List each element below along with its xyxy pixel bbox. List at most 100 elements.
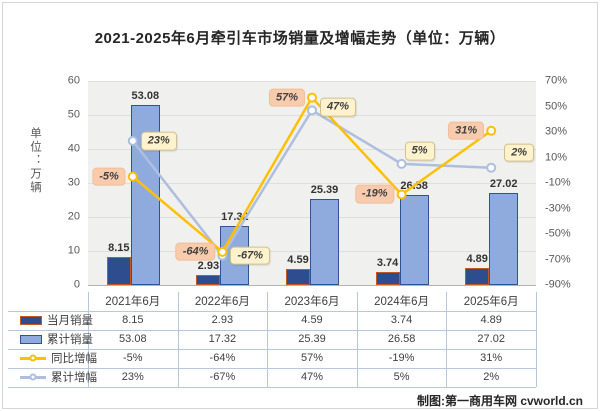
yoy-growth-line	[131, 96, 492, 254]
x-axis-line	[88, 285, 536, 286]
credit-text: 制图:第一商用车网 cvworld.cn	[416, 394, 583, 408]
table-rule	[8, 367, 536, 369]
table-rule	[8, 386, 536, 388]
table-value-cell: 27.02	[477, 333, 505, 346]
line-marker	[127, 135, 138, 146]
table-value-cell: 25.39	[298, 333, 326, 346]
table-rule	[8, 329, 536, 331]
cumulative-growth-line	[131, 109, 492, 257]
yoy-growth-label: 57%	[268, 88, 305, 107]
table-value-cell: 23%	[121, 371, 144, 384]
legend-swatch-bar	[20, 315, 42, 325]
cumulative-growth-label: 5%	[404, 141, 435, 161]
right-axis-tick: 10%	[545, 151, 568, 163]
table-rule	[8, 348, 536, 350]
table-category-header: 2023年6月	[284, 296, 340, 309]
table-category-header: 2021年6月	[105, 296, 161, 309]
table-value-cell: -5%	[123, 352, 143, 365]
legend-item-3: 同比增幅	[8, 349, 97, 368]
table-separator	[88, 292, 89, 387]
yoy-growth-label: -64%	[175, 242, 216, 262]
table-value-cell: 5%	[393, 371, 410, 384]
table-value-cell: 57%	[300, 352, 323, 365]
cumulative-growth-label: 23%	[140, 131, 177, 151]
plot-area: 8.15 2.93 4.59 3.74 4.89 53.08 17.32 25.39 26.58…	[88, 81, 536, 286]
cumulative-growth-label: -67%	[230, 246, 271, 265]
table-value-cell: 4.59	[301, 314, 323, 327]
legend-item-2: 累计销量	[8, 330, 93, 349]
line-marker	[486, 125, 497, 136]
gridline	[88, 81, 536, 82]
right-axis-tick: 50%	[545, 100, 568, 112]
bar-value-label: 25.39	[310, 183, 339, 196]
bar-value-label: 4.59	[287, 254, 309, 267]
legend-swatch-bar	[20, 334, 42, 344]
table-value-cell: 2.93	[211, 314, 234, 327]
left-axis-tick: 0	[73, 278, 80, 291]
table-rule	[8, 310, 536, 312]
left-axis-tick: 60	[67, 74, 80, 87]
yoy-growth-label: -5%	[92, 167, 126, 186]
legend-swatch-line	[20, 353, 46, 363]
table-separator	[177, 292, 179, 387]
legend-marker	[29, 354, 37, 362]
bar-value-label: 53.08	[131, 89, 160, 102]
right-axis-tick: -50%	[545, 227, 571, 240]
left-axis-tick: 30	[67, 176, 80, 189]
bar-cumulative-sales	[310, 198, 339, 285]
right-axis-tick: 30%	[545, 125, 568, 138]
gridline	[88, 183, 536, 184]
chart-title: 2021-2025年6月牵引车市场销量及增幅走势（单位：万辆）	[94, 30, 506, 47]
legend-label: 累计销量	[47, 334, 93, 347]
right-axis-tick: -90%	[545, 278, 571, 291]
table-separator	[356, 292, 358, 387]
bar-cumulative-sales	[399, 194, 429, 285]
gridline	[88, 115, 536, 116]
line-marker	[396, 158, 407, 169]
bar-value-label: 2.93	[197, 260, 220, 273]
line-marker	[127, 171, 138, 182]
legend-item-1: 当月销量	[8, 311, 93, 330]
left-axis-tick: 10	[67, 244, 80, 257]
y-axis-title: 单位：万辆	[29, 127, 41, 195]
yoy-growth-label: 31%	[448, 121, 485, 141]
bar-monthly-sales	[196, 275, 221, 285]
table-value-cell: 3.74	[390, 314, 413, 327]
table-value-cell: 17.32	[208, 333, 237, 346]
yoy-growth-label: -19%	[354, 185, 395, 204]
table-category-header: 2024年6月	[374, 296, 430, 309]
gridline	[88, 149, 536, 150]
bar-value-label: 8.15	[108, 242, 130, 255]
table-value-cell: 8.15	[122, 314, 144, 327]
table-value-cell: -67%	[209, 371, 236, 384]
table-category-header: 2022年6月	[194, 296, 250, 309]
legend-label: 累计增幅	[51, 372, 97, 385]
legend-marker	[29, 373, 37, 381]
table-value-cell: 4.89	[480, 314, 502, 327]
line-marker	[307, 92, 317, 103]
left-axis-tick: 40	[67, 142, 80, 155]
legend-label: 当月销量	[47, 315, 93, 328]
bar-monthly-sales	[465, 268, 490, 285]
right-axis-tick: -70%	[545, 253, 571, 265]
bar-monthly-sales	[286, 269, 310, 285]
right-axis-tick: -10%	[545, 176, 571, 189]
left-axis-tick: 50	[67, 108, 80, 121]
line-marker	[217, 246, 228, 257]
line-series-layer	[127, 92, 497, 261]
bar-monthly-sales	[375, 272, 400, 285]
table-value-cell: 47%	[300, 371, 323, 384]
cumulative-growth-label: 47%	[320, 97, 357, 117]
legend-item-4: 累计增幅	[8, 368, 97, 387]
bar-monthly-sales	[106, 257, 131, 285]
table-separator	[536, 292, 537, 387]
legend-swatch-line	[20, 372, 46, 382]
line-marker	[307, 105, 317, 116]
table-separator	[267, 292, 269, 387]
table-separator	[446, 292, 448, 387]
line-marker	[486, 162, 497, 173]
legend-label: 同比增幅	[51, 353, 97, 366]
cumulative-growth-label: 2%	[504, 143, 535, 163]
table-category-header: 2025年6月	[463, 296, 519, 309]
right-axis-tick: -30%	[545, 202, 571, 214]
